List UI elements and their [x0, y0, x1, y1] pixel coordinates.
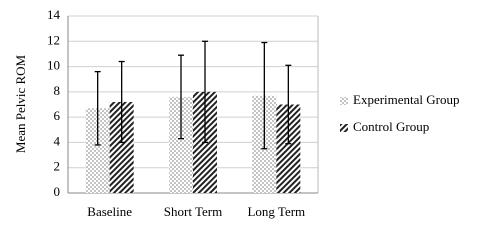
y-tick-label: 6	[54, 108, 61, 123]
y-tick-label: 4	[54, 133, 61, 148]
y-tick-label: 8	[54, 83, 61, 98]
bar	[109, 101, 134, 193]
y-tick-label: 2	[54, 159, 61, 174]
legend-swatch	[340, 124, 348, 132]
y-tick-label: 14	[47, 7, 61, 22]
y-tick-label: 12	[47, 32, 60, 47]
x-tick-label: Long Term	[247, 204, 305, 219]
x-tick-label: Short Term	[164, 204, 222, 219]
legend-label: Control Group	[353, 119, 429, 134]
x-tick-label: Baseline	[87, 204, 132, 219]
legend-swatch	[340, 97, 348, 105]
y-axis-label: Mean Pelvic ROM	[13, 54, 28, 153]
legend-label: Experimental Group	[353, 92, 460, 107]
y-tick-label: 0	[54, 184, 61, 199]
chart: Mean Pelvic ROM 0 2 4 6 8 10 12 14 Baseline Short…	[13, 7, 460, 219]
y-tick-label: 10	[47, 58, 60, 73]
